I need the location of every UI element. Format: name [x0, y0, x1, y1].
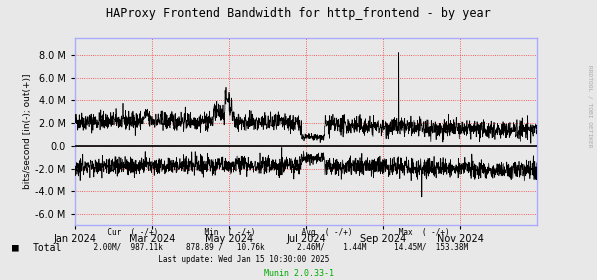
Text: ■: ■	[12, 243, 19, 253]
Text: Munin 2.0.33-1: Munin 2.0.33-1	[263, 269, 334, 278]
Text: 2.00M/  987.11k     878.89 /   10.76k       2.46M/    1.44M      14.45M/  153.38: 2.00M/ 987.11k 878.89 / 10.76k 2.46M/ 1.…	[75, 242, 468, 251]
Text: Cur  ( -/+)          Min  ( -/+)          Avg  ( -/+)          Max  ( -/+): Cur ( -/+) Min ( -/+) Avg ( -/+) Max ( -…	[75, 228, 450, 237]
Text: RRDTOOL / TOBI OETIKER: RRDTOOL / TOBI OETIKER	[588, 65, 593, 148]
Y-axis label: bits/second [in(-); out(+)]: bits/second [in(-); out(+)]	[23, 74, 32, 189]
Text: Total: Total	[33, 243, 62, 253]
Text: Last update: Wed Jan 15 10:30:00 2025: Last update: Wed Jan 15 10:30:00 2025	[75, 255, 329, 264]
Text: HAProxy Frontend Bandwidth for http_frontend - by year: HAProxy Frontend Bandwidth for http_fron…	[106, 7, 491, 20]
